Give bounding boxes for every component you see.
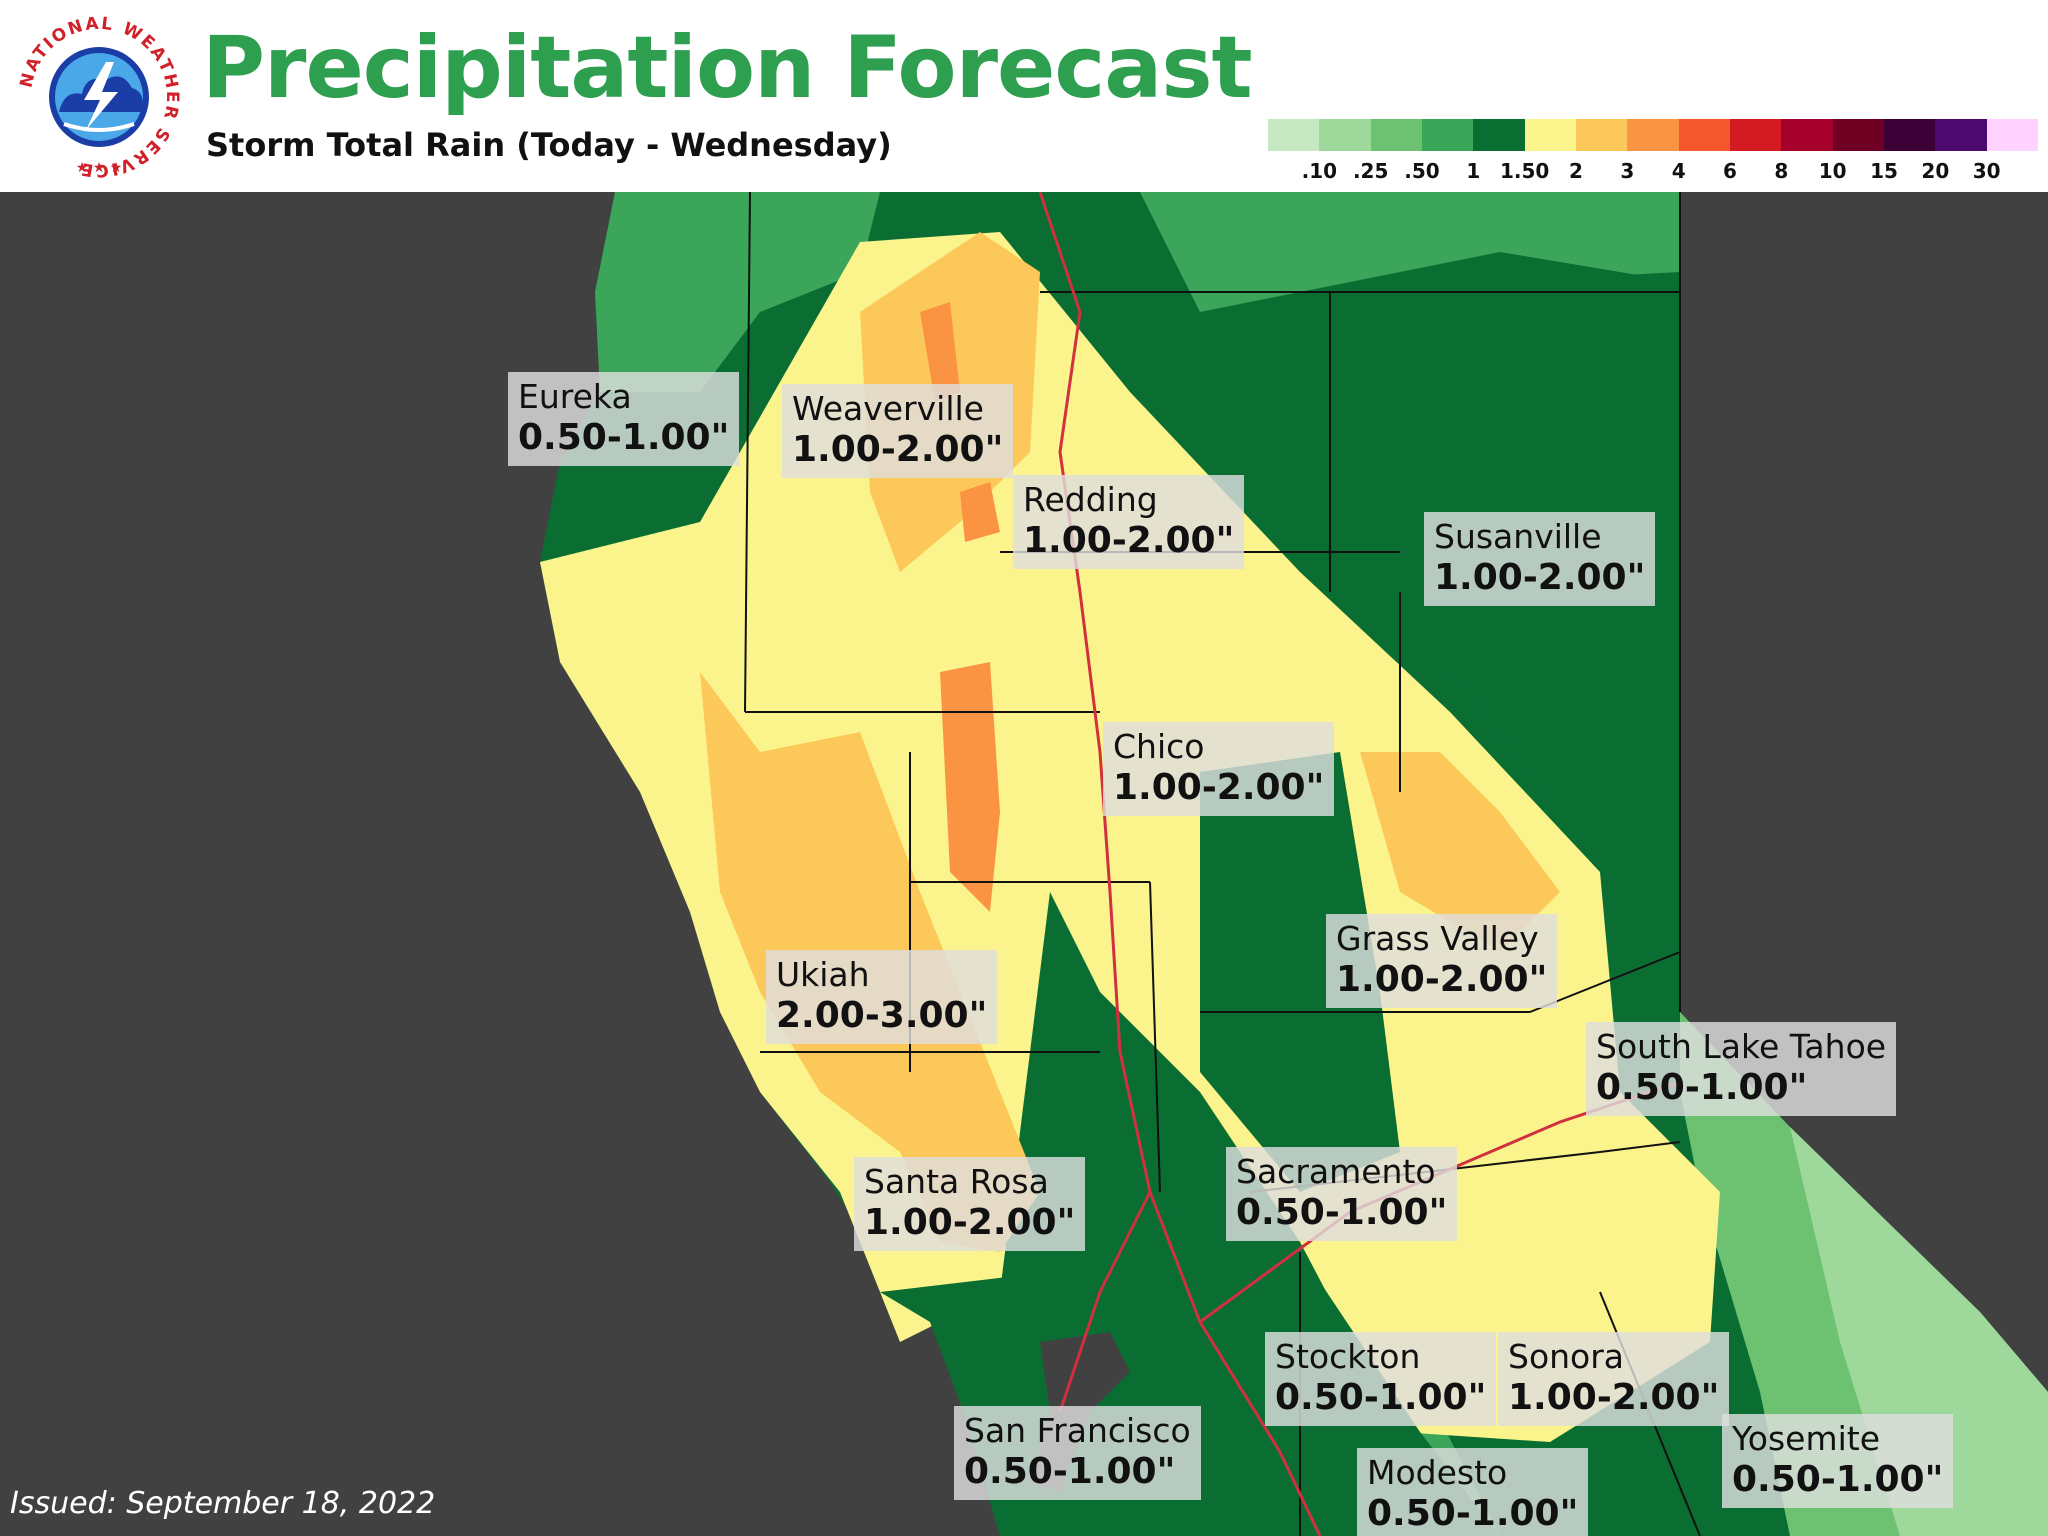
city-rainfall-value: 1.00-2.00" — [864, 1202, 1076, 1243]
city-rainfall-value: 0.50-1.00" — [964, 1451, 1176, 1492]
city-name: Stockton — [1275, 1337, 1421, 1376]
city-label-eureka: Eureka 0.50-1.00" — [508, 372, 740, 466]
city-rainfall-value: 1.00-2.00" — [1336, 959, 1548, 1000]
city-label-sonora: Sonora 1.00-2.00" — [1498, 1332, 1730, 1426]
city-name: Susanville — [1434, 517, 1602, 556]
legend-swatch — [1575, 119, 1628, 151]
legend-swatch — [1319, 119, 1371, 151]
legend-color-bar — [1268, 119, 2038, 151]
city-rainfall-value: 1.00-2.00" — [1113, 767, 1325, 808]
legend-tick-label: 1.50 — [1499, 159, 1550, 183]
city-label-sacramento: Sacramento 0.50-1.00" — [1226, 1147, 1458, 1241]
legend-tick-label: .25 — [1352, 159, 1389, 183]
city-rainfall-value: 1.00-2.00" — [1023, 520, 1235, 561]
city-label-chico: Chico 1.00-2.00" — [1103, 722, 1335, 816]
legend-labels: .10 .25 .50 1 1.50 2 3 4 6 8 10 15 20 30 — [1268, 159, 2038, 187]
city-rainfall-value: 0.50-1.00" — [518, 417, 730, 458]
svg-text:★ ★ ★: ★ ★ ★ — [76, 160, 123, 176]
legend-tick-label: 4 — [1671, 159, 1686, 183]
legend-tick-label: 6 — [1723, 159, 1737, 183]
city-name: Weaverville — [792, 389, 984, 428]
legend-tick-label: 10 — [1818, 159, 1847, 183]
legend-swatch — [1524, 119, 1576, 151]
legend-swatch — [1832, 119, 1884, 151]
legend-tick-label: 3 — [1620, 159, 1635, 183]
legend-swatch — [1729, 119, 1782, 151]
issued-date: Issued: September 18, 2022 — [10, 1486, 436, 1521]
legend-swatch — [1678, 119, 1730, 151]
legend-tick-label: .10 — [1301, 159, 1338, 183]
city-label-stockton: Stockton 0.50-1.00" — [1265, 1332, 1497, 1426]
legend-swatch — [1370, 119, 1422, 151]
city-label-san-francisco: San Francisco 0.50-1.00" — [954, 1406, 1201, 1500]
legend-swatch — [1473, 119, 1525, 151]
precipitation-map: Eureka 0.50-1.00" Weaverville 1.00-2.00"… — [0, 192, 2048, 1536]
city-rainfall-value: 1.00-2.00" — [1508, 1377, 1720, 1418]
legend-swatch — [1268, 119, 1320, 151]
legend-swatch — [1421, 119, 1474, 151]
legend-tick-label: 1 — [1466, 159, 1481, 183]
zone-medium-green-2 — [1140, 192, 1680, 312]
page-subtitle: Storm Total Rain (Today - Wednesday) — [206, 126, 892, 164]
city-label-modesto: Modesto 0.50-1.00" — [1357, 1448, 1589, 1536]
city-rainfall-value: 2.00-3.00" — [776, 995, 988, 1036]
city-name: San Francisco — [964, 1411, 1191, 1450]
city-name: Yosemite — [1732, 1419, 1881, 1458]
zone-medium-green — [595, 192, 880, 392]
legend-tick-label: 15 — [1870, 159, 1898, 183]
city-name: South Lake Tahoe — [1596, 1027, 1887, 1066]
city-label-yosemite: Yosemite 0.50-1.00" — [1722, 1414, 1954, 1508]
city-rainfall-value: 1.00-2.00" — [792, 429, 1004, 470]
page-title: Precipitation Forecast — [202, 18, 1253, 118]
legend-tick-label: 8 — [1774, 159, 1789, 183]
city-name: Ukiah — [776, 955, 870, 994]
legend-swatch — [1883, 119, 1936, 151]
city-rainfall-value: 0.50-1.00" — [1367, 1493, 1579, 1534]
legend-tick-label: 20 — [1921, 159, 1950, 183]
city-name: Sacramento — [1236, 1152, 1436, 1191]
nws-logo-icon: NATIONAL WEATHER SERVICE ★ ★ ★ — [14, 12, 184, 182]
city-rainfall-value: 0.50-1.00" — [1596, 1067, 1808, 1108]
city-name: Santa Rosa — [864, 1162, 1049, 1201]
city-label-susanville: Susanville 1.00-2.00" — [1424, 512, 1656, 606]
city-name: Chico — [1113, 727, 1205, 766]
city-label-ukiah: Ukiah 2.00-3.00" — [766, 950, 998, 1044]
city-name: Grass Valley — [1336, 919, 1539, 958]
zone-light-green-far — [1790, 1127, 2048, 1536]
map-canvas — [540, 192, 2048, 1536]
zone-dark-orange-1 — [940, 662, 1000, 912]
zone-dark-orange-2 — [920, 302, 960, 402]
city-name: Sonora — [1508, 1337, 1625, 1376]
legend-tick-label: .50 — [1404, 159, 1440, 183]
city-name: Redding — [1023, 480, 1158, 519]
legend-swatch — [1627, 119, 1679, 151]
zone-green-foothills — [1200, 752, 1400, 1192]
city-rainfall-value: 0.50-1.00" — [1236, 1192, 1448, 1233]
zone-orange-sierra — [1360, 752, 1560, 952]
legend-swatch — [1781, 119, 1833, 151]
zone-yellow — [540, 232, 1720, 1442]
city-rainfall-value: 1.00-2.00" — [1434, 557, 1646, 598]
legend-tick-label: 2 — [1569, 159, 1583, 183]
city-rainfall-value: 0.50-1.00" — [1732, 1459, 1944, 1500]
header: NATIONAL WEATHER SERVICE ★ ★ ★ Precipita… — [0, 0, 2048, 192]
city-rainfall-value: 0.50-1.00" — [1275, 1377, 1487, 1418]
city-label-redding: Redding 1.00-2.00" — [1013, 475, 1245, 569]
legend-swatch — [1935, 119, 1987, 151]
city-label-south-lake-tahoe: South Lake Tahoe 0.50-1.00" — [1586, 1022, 1897, 1116]
precipitation-legend: .10 .25 .50 1 1.50 2 3 4 6 8 10 15 20 30 — [1268, 119, 2038, 191]
zone-dark-orange-3 — [960, 482, 1000, 542]
city-label-grass-valley: Grass Valley 1.00-2.00" — [1326, 914, 1558, 1008]
city-name: Eureka — [518, 377, 632, 416]
city-label-santa-rosa: Santa Rosa 1.00-2.00" — [854, 1157, 1086, 1251]
city-name: Modesto — [1367, 1453, 1508, 1492]
legend-swatch — [1986, 119, 2038, 151]
legend-tick-label: 30 — [1972, 159, 2001, 183]
city-label-weaverville: Weaverville 1.00-2.00" — [782, 384, 1014, 478]
